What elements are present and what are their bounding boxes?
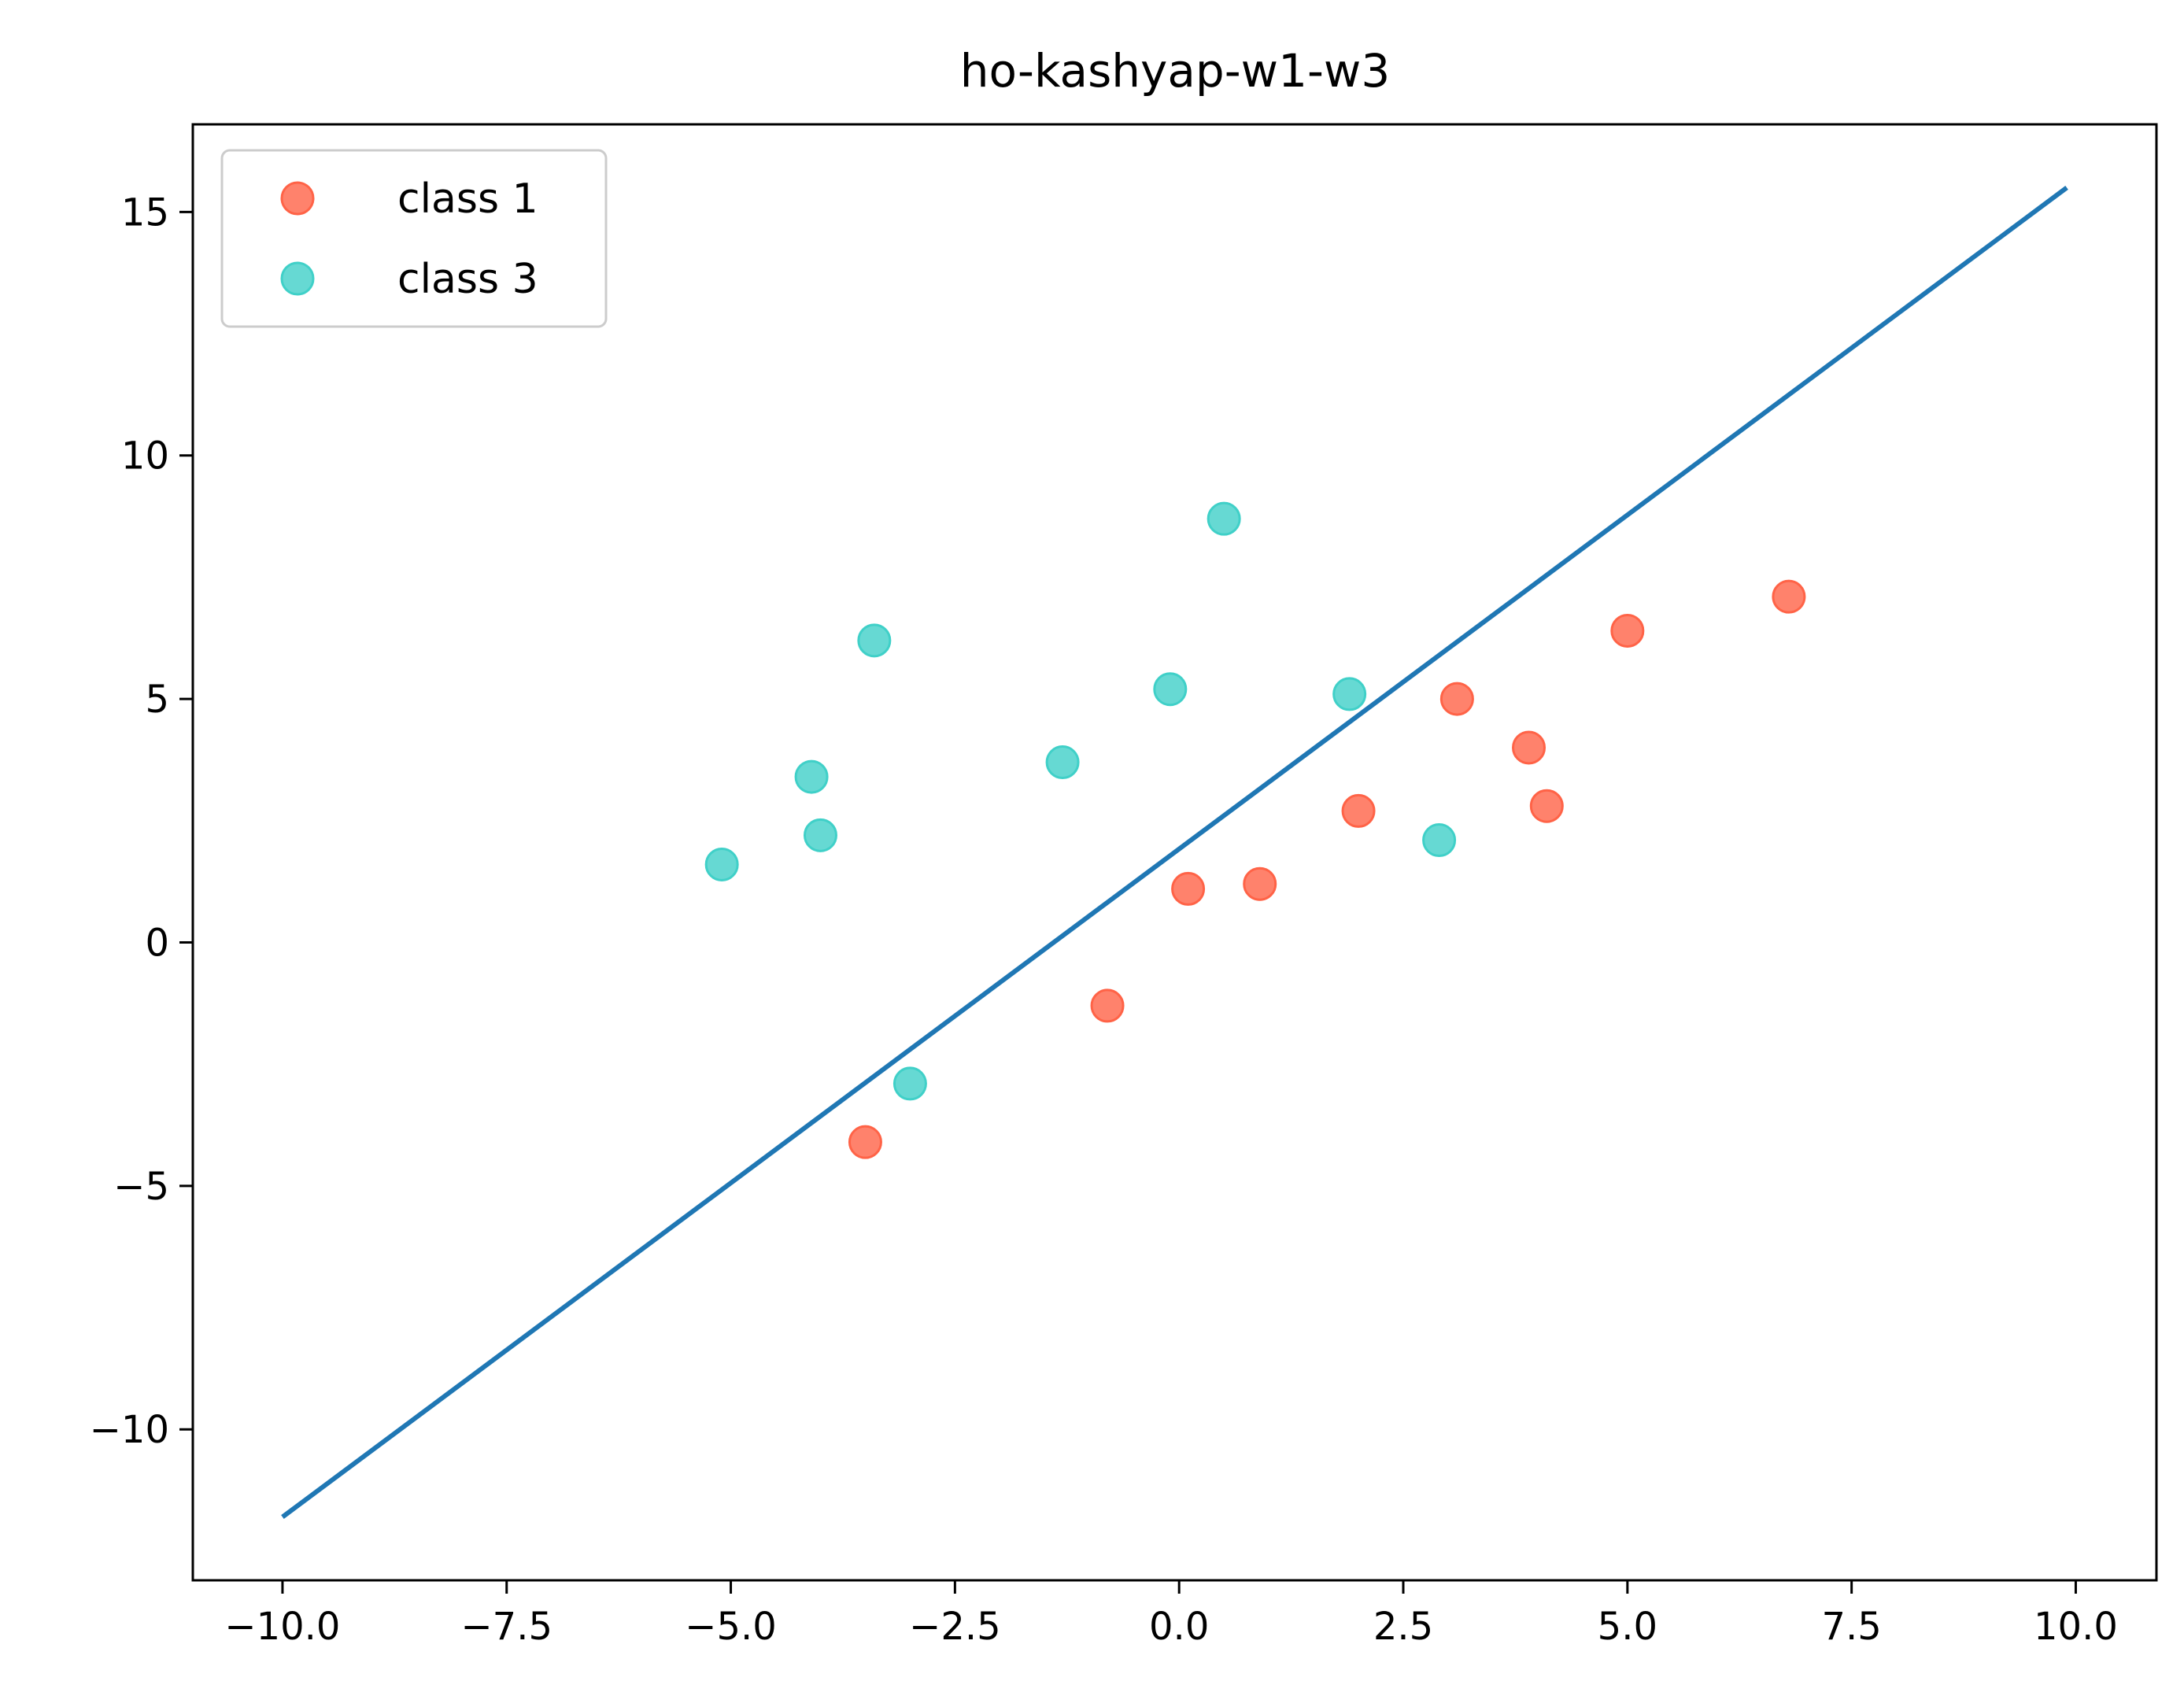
point-class-3-8 [1332, 677, 1367, 711]
point-class-3-9 [1422, 823, 1457, 858]
legend-marker-class-3 [280, 261, 315, 296]
point-class-1-2 [1171, 871, 1206, 906]
x-tick-label-0: −10.0 [224, 1605, 340, 1649]
x-tick-label-6: 5.0 [1598, 1605, 1657, 1649]
point-class-1-0 [848, 1125, 882, 1159]
legend-box [220, 149, 608, 328]
point-class-1-4 [1341, 793, 1376, 828]
x-tick-label-7: 7.5 [1821, 1605, 1881, 1649]
point-class-3-7 [1207, 501, 1241, 536]
y-tick-label-5: 15 [121, 190, 169, 235]
x-axis: −10.0 −7.5 −5.0 −2.5 0.0 2.5 5.0 7.5 10.0 [224, 1580, 2118, 1649]
chart-title: ho-kashyap-w1-w3 [960, 44, 1391, 98]
point-class-1-5 [1439, 682, 1474, 716]
legend-label-class-1: class 1 [397, 176, 538, 223]
x-tick-label-4: 0.0 [1149, 1605, 1209, 1649]
y-tick-label-4: 10 [121, 434, 169, 478]
y-tick-label-0: −10 [90, 1408, 169, 1452]
axes-frame [191, 123, 2158, 1582]
y-axis: −10 −5 0 5 10 15 [90, 190, 193, 1452]
point-class-1-8 [1610, 613, 1645, 648]
decision-boundary-line [281, 186, 2068, 1519]
point-class-1-6 [1512, 730, 1547, 765]
y-tick-label-1: −5 [113, 1165, 169, 1209]
point-class-1-1 [1090, 988, 1125, 1023]
x-tick-label-8: 10.0 [2034, 1605, 2118, 1649]
point-class-3-6 [1153, 672, 1188, 707]
x-tick-label-2: −5.0 [685, 1605, 777, 1649]
point-class-3-4 [892, 1066, 927, 1101]
plot-area [281, 186, 2068, 1519]
y-tick-label-3: 5 [145, 678, 169, 722]
point-class-3-5 [1045, 745, 1080, 780]
legend: class 1 class 3 [220, 149, 608, 328]
x-tick-label-1: −7.5 [460, 1605, 552, 1649]
point-class-1-9 [1772, 579, 1806, 614]
legend-label-class-3: class 3 [397, 256, 538, 303]
point-class-3-0 [704, 847, 739, 881]
point-class-3-2 [803, 818, 837, 852]
y-tick-label-2: 0 [145, 921, 169, 965]
point-class-1-3 [1243, 866, 1277, 901]
legend-marker-class-1 [280, 181, 315, 216]
point-class-1-7 [1529, 789, 1564, 823]
x-tick-label-5: 2.5 [1373, 1605, 1433, 1649]
point-class-3-3 [857, 623, 892, 658]
x-tick-label-3: −2.5 [909, 1605, 1001, 1649]
point-class-3-1 [794, 759, 829, 794]
